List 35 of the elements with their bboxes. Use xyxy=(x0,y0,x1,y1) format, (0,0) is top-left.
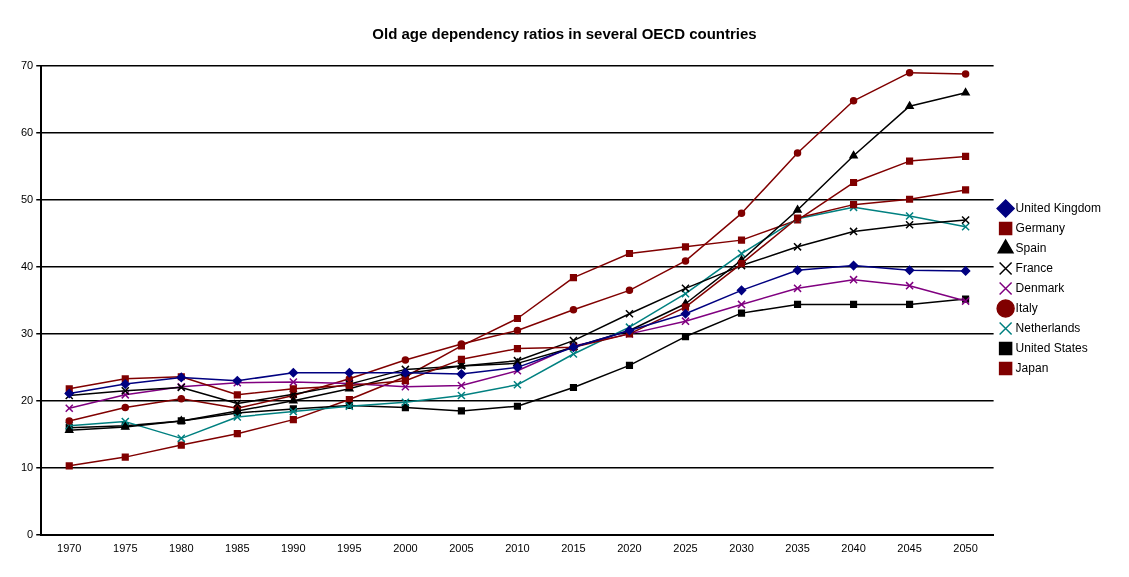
x-tick-label: 2000 xyxy=(393,542,418,555)
x-tick-label: 2020 xyxy=(617,542,642,555)
legend-label: United States xyxy=(1015,340,1088,355)
x-tick-label: 2045 xyxy=(897,542,922,555)
y-tick-label: 40 xyxy=(20,259,34,272)
x-tick-label: 1995 xyxy=(337,542,362,555)
x-tick-label: 1985 xyxy=(225,542,250,555)
y-tick-label: 50 xyxy=(20,192,34,205)
legend-label: Japan xyxy=(1015,360,1049,375)
y-tick-label: 10 xyxy=(20,460,34,473)
y-tick-label: 30 xyxy=(20,326,34,339)
x-tick-label: 2015 xyxy=(561,542,586,555)
x-tick-label: 1975 xyxy=(113,542,138,555)
x-tick-label: 1970 xyxy=(57,542,82,555)
x-tick-label: 2010 xyxy=(505,542,530,555)
x-tick-label: 2040 xyxy=(841,542,866,555)
legend-label: France xyxy=(1015,260,1054,275)
legend-label: Netherlands xyxy=(1015,320,1081,335)
x-tick-label: 1990 xyxy=(281,542,306,555)
x-tick-label: 2050 xyxy=(953,542,978,555)
y-tick-label: 0 xyxy=(27,527,34,540)
legend-label: Spain xyxy=(1015,240,1047,255)
legend-label: United Kingdom xyxy=(1015,200,1102,215)
y-tick-label: 20 xyxy=(20,393,34,406)
x-tick-label: 2005 xyxy=(449,542,474,555)
legend-label: Denmark xyxy=(1015,280,1066,295)
y-tick-label: 60 xyxy=(20,126,34,138)
legend-label: Italy xyxy=(1015,300,1038,315)
x-tick-label: 2035 xyxy=(785,542,810,555)
x-tick-label: 2025 xyxy=(673,542,698,555)
legend-label: Germany xyxy=(1015,220,1065,235)
chart-title: Old age dependency ratios in several OECD countries xyxy=(372,25,757,43)
x-tick-label: 2030 xyxy=(729,542,754,555)
x-tick-label: 1980 xyxy=(169,542,194,555)
y-tick-label: 70 xyxy=(20,59,34,72)
